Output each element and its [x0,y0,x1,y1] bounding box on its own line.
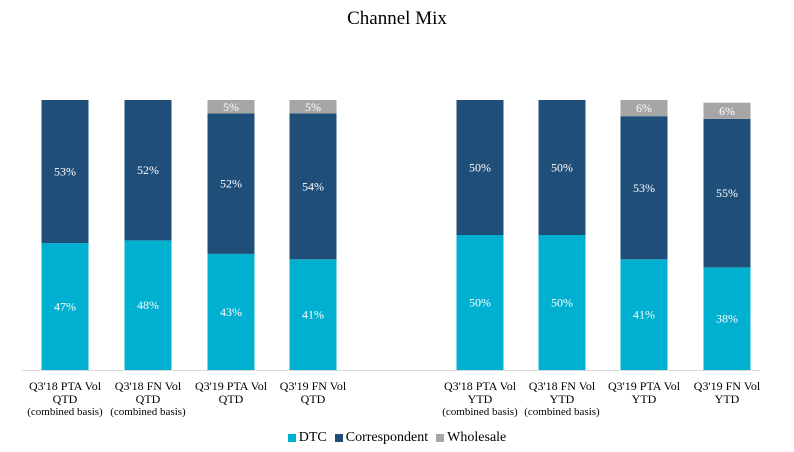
x-tick-label-line: QTD [52,392,78,406]
legend-swatch [287,434,296,442]
x-tick-label: Q3'19 FN Vol YTD [677,380,777,406]
legend-item: Wholesale [436,430,506,446]
x-tick-label: Q3'19 FN Vol QTD [263,380,363,406]
data-label: 55% [716,186,738,200]
bar-dtc-3 [289,259,337,370]
bar-correspondent-3 [289,113,337,260]
data-label: 53% [54,165,76,179]
x-tick-label-line: YTD [714,392,740,406]
legend: DTC Correspondent Wholesale [0,430,794,447]
bar-correspondent-1 [124,100,172,241]
x-tick-label-line: QTD [218,392,244,406]
bar-dtc-7 [703,267,751,370]
bar-correspondent-0 [41,100,89,244]
data-label: 50% [469,296,491,310]
bar-dtc-6 [620,259,668,370]
bar-correspondent-4 [456,100,504,235]
x-tick-label-line: (combined basis) [27,406,103,418]
bar-dtc-0 [41,243,89,370]
bar-wholesale-2 [207,100,255,114]
data-label: 5% [223,100,239,114]
bar-correspondent-6 [620,116,668,260]
data-label: 6% [636,101,652,115]
x-tick-label: Q3'19 PTA Vol QTD [181,380,281,406]
legend-item: Correspondent [334,430,429,446]
bar-dtc-1 [124,240,172,370]
x-tick-label-line: (combined basis) [442,406,518,418]
legend-swatch [436,434,445,442]
bar-wholesale-6 [620,100,668,117]
bar-dtc-2 [207,253,255,370]
data-label: 41% [633,308,655,322]
bar-correspondent-2 [207,113,255,254]
bar-wholesale-3 [289,100,337,114]
x-tick-label-line: Q3'19 PTA Vol [607,379,681,393]
x-tick-label-line: (combined basis) [524,406,600,418]
x-tick-label-line: Q3'19 PTA Vol [194,379,268,393]
x-tick-label-line: Q3'19 FN Vol [693,379,761,393]
x-tick-label-line: YTD [631,392,657,406]
bar-correspondent-5 [538,100,586,235]
data-label: 38% [716,312,738,326]
x-tick-label: Q3'19 PTA Vol YTD [594,380,694,406]
bar-dtc-5 [538,235,586,370]
data-label: 50% [469,161,491,175]
data-label: 43% [220,305,242,319]
data-label: 53% [633,181,655,195]
chart-title: Channel Mix [347,8,447,29]
data-label: 50% [551,296,573,310]
x-tick-label-line: Q3'19 FN Vol [279,379,347,393]
x-tick-label-line: YTD [549,392,575,406]
bar-dtc-4 [456,235,504,370]
x-tick-label-line: Q3'18 FN Vol [528,379,596,393]
data-label: 52% [137,163,159,177]
x-tick-label-line: YTD [467,392,493,406]
legend-label: Wholesale [447,430,507,445]
data-label: 5% [305,100,321,114]
data-label: 52% [220,177,242,191]
legend-swatch [334,434,343,442]
x-tick-label: Q3'18 FN Vol QTD (combined basis) [98,380,198,419]
legend-item: DTC [287,430,327,446]
data-label: 6% [719,104,735,118]
data-label: 47% [54,300,76,314]
bar-wholesale-7 [703,102,751,119]
x-tick-label-line: QTD [300,392,326,406]
x-tick-label: Q3'18 FN Vol YTD (combined basis) [512,380,612,419]
x-tick-label-line: QTD [135,392,161,406]
data-label: 41% [302,308,324,322]
x-tick-label: Q3'18 PTA Vol QTD (combined basis) [15,380,115,419]
data-label: 48% [137,298,159,312]
x-tick-label-line: Q3'18 PTA Vol [443,379,517,393]
bar-correspondent-7 [703,118,751,268]
x-tick-label-line: Q3'18 PTA Vol [28,379,102,393]
data-label: 54% [302,179,324,193]
legend-label: DTC [298,430,327,445]
x-tick-label-line: Q3'18 FN Vol [114,379,182,393]
x-tick-label-line: (combined basis) [110,406,186,418]
data-label: 50% [551,161,573,175]
x-tick-label: Q3'18 PTA Vol YTD (combined basis) [430,380,530,419]
legend-label: Correspondent [345,430,429,445]
